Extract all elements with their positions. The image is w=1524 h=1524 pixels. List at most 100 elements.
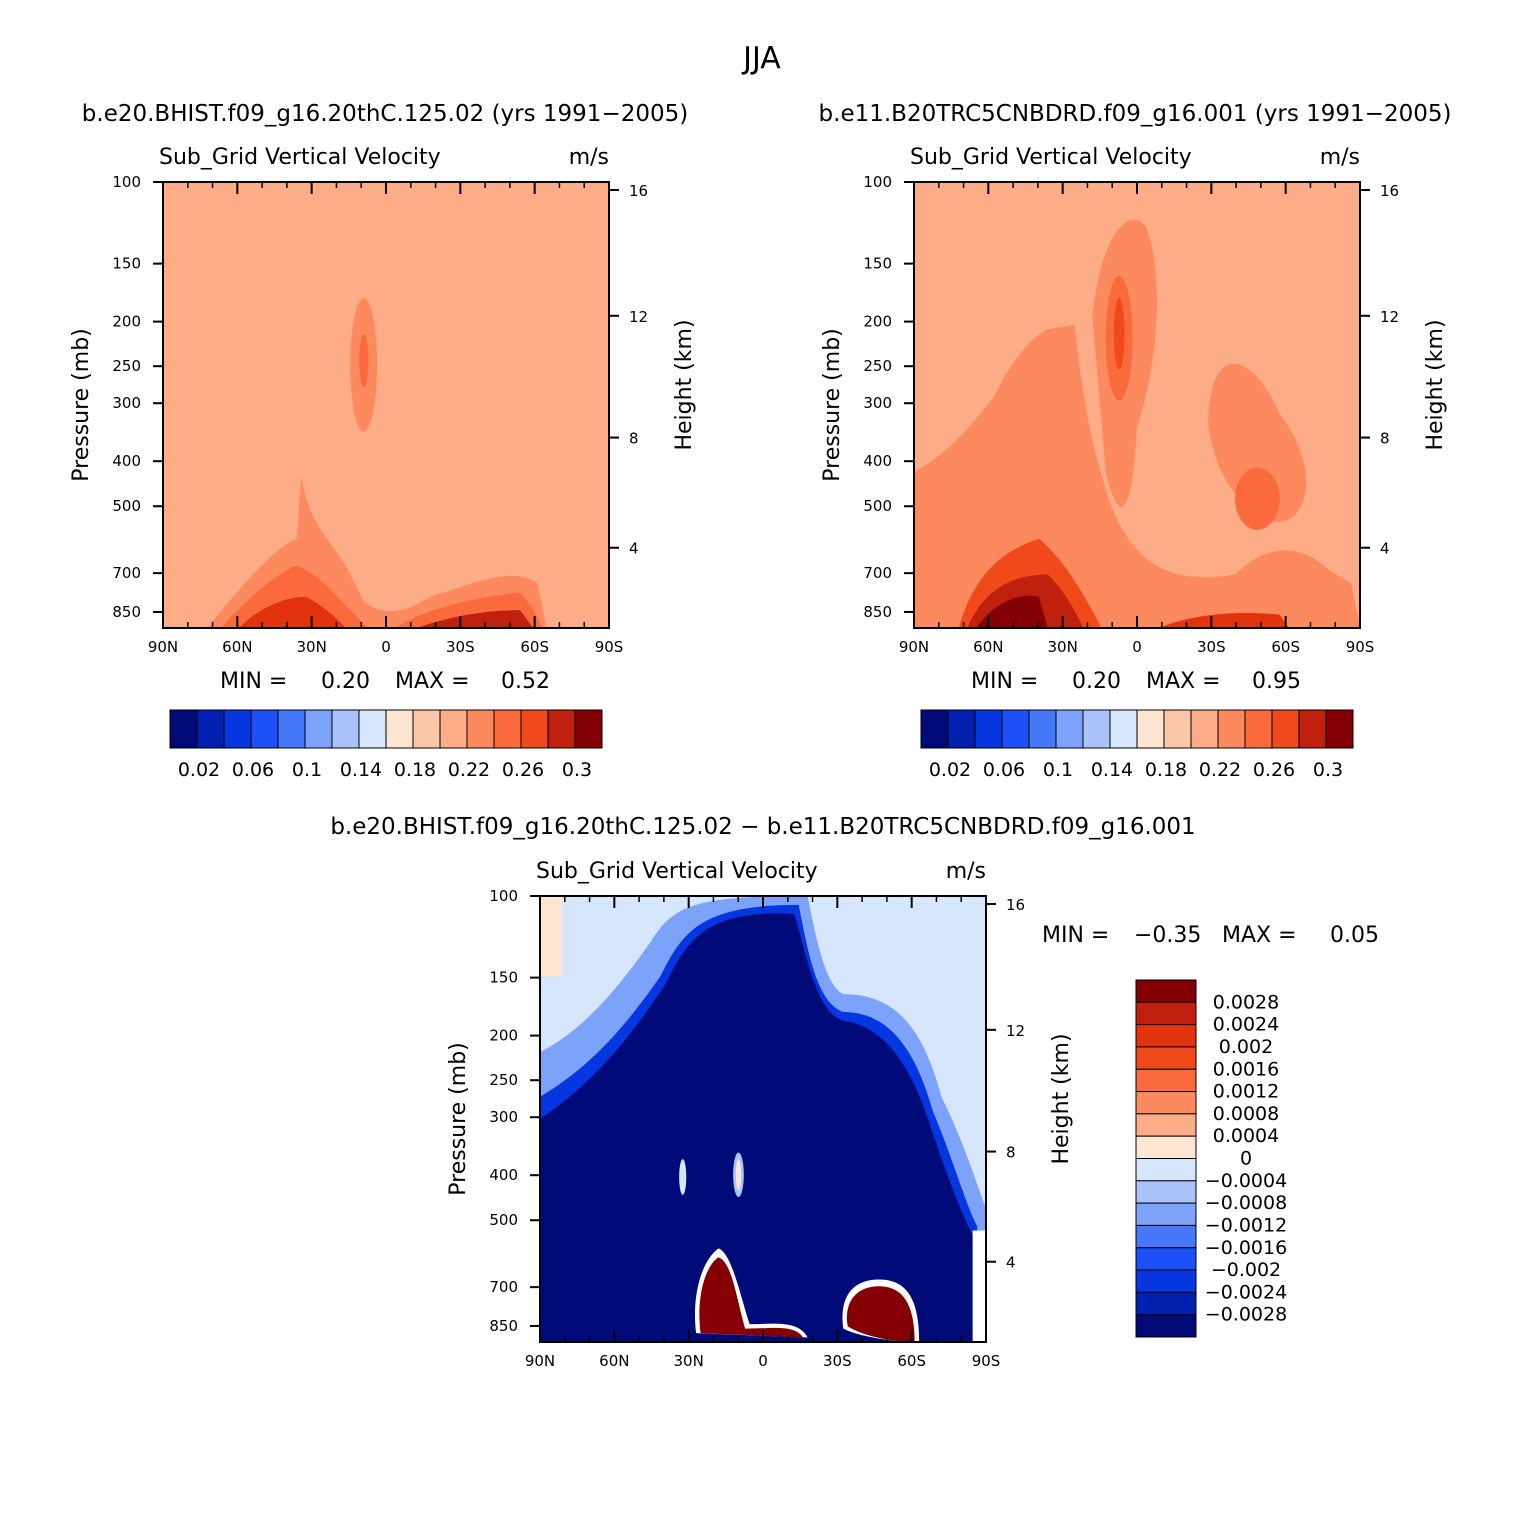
contour-fill-level bbox=[679, 1159, 687, 1195]
y2-tick-label: 12 bbox=[1380, 308, 1399, 326]
y2-tick-label: 8 bbox=[1006, 1144, 1016, 1162]
colorbar-box bbox=[1135, 1024, 1197, 1048]
colorbar-box bbox=[277, 709, 306, 749]
colorbar-box bbox=[547, 709, 576, 749]
x-tick-label: 30S bbox=[823, 1352, 852, 1370]
y2-tick-label: 16 bbox=[1006, 896, 1025, 914]
colorbar-box bbox=[947, 709, 976, 749]
colorbar-label: 0.0012 bbox=[1213, 1081, 1279, 1103]
colorbar-box bbox=[1135, 1180, 1197, 1204]
colorbar-box bbox=[1136, 709, 1165, 749]
contour-fill-level bbox=[735, 1159, 742, 1191]
colorbar-label: 0.18 bbox=[1145, 759, 1187, 781]
colorbar-label: −0.0008 bbox=[1205, 1192, 1287, 1214]
y-tick-label: 250 bbox=[489, 1071, 518, 1089]
contour-field bbox=[914, 182, 1360, 628]
colorbar-label: 0.02 bbox=[929, 759, 971, 781]
max-value: 0.05 bbox=[1330, 923, 1379, 948]
colorbar-label: 0.26 bbox=[502, 759, 544, 781]
colorbar-box bbox=[1190, 709, 1219, 749]
contour-fill-level bbox=[846, 1286, 915, 1342]
panels: b.e20.BHIST.f09_g16.20thC.125.02 (yrs 19… bbox=[69, 101, 1451, 1370]
colorbar-label: −0.002 bbox=[1211, 1259, 1281, 1281]
min-value: 0.20 bbox=[321, 669, 370, 694]
y-tick-label: 700 bbox=[489, 1278, 518, 1296]
max-value: 0.95 bbox=[1252, 669, 1301, 694]
figure-title: JJA bbox=[741, 41, 781, 76]
max-label: MAX = bbox=[395, 669, 470, 694]
contour-fill-level bbox=[1208, 363, 1307, 522]
colorbar-box bbox=[1135, 1001, 1197, 1026]
colorbar-label: 0.1 bbox=[292, 759, 322, 781]
y-tick-label: 400 bbox=[863, 452, 892, 470]
variable-label: Sub_Grid Vertical Velocity bbox=[536, 859, 818, 884]
y-tick-label: 100 bbox=[112, 173, 141, 191]
colorbar-label: 0.18 bbox=[394, 759, 436, 781]
colorbar-box bbox=[493, 709, 522, 749]
x-tick-label: 30S bbox=[1197, 638, 1226, 656]
colorbar-box bbox=[1325, 709, 1354, 749]
colorbar-label: 0 bbox=[1240, 1148, 1252, 1170]
x-tick-label: 30N bbox=[1048, 638, 1078, 656]
colorbar-label: −0.0012 bbox=[1205, 1214, 1287, 1236]
panel-top-left: b.e20.BHIST.f09_g16.20thC.125.02 (yrs 19… bbox=[69, 101, 697, 694]
y-tick-label: 500 bbox=[863, 497, 892, 515]
y-axis-label: Pressure (mb) bbox=[69, 328, 94, 482]
colorbar: 0.02 0.06 0.1 0.14 0.18 0.22 0.26 0.3 bbox=[169, 709, 603, 781]
colorbar-box bbox=[169, 709, 198, 749]
y2-axis-label: Height (km) bbox=[672, 319, 697, 450]
y2-tick-label: 16 bbox=[629, 182, 648, 200]
y-tick-label: 150 bbox=[863, 255, 892, 273]
contour-fill-level bbox=[359, 333, 369, 388]
panel-top-right: b.e11.B20TRC5CNBDRD.f09_g16.001 (yrs 199… bbox=[819, 101, 1452, 694]
colorbar-label: 0.02 bbox=[178, 759, 220, 781]
colorbar: 0.00280.00240.0020.00160.00120.00080.000… bbox=[1135, 979, 1287, 1338]
colorbar-box bbox=[1135, 1046, 1197, 1070]
colorbar-label: −0.0024 bbox=[1205, 1281, 1287, 1303]
y-tick-label: 700 bbox=[863, 564, 892, 582]
panel-title: b.e20.BHIST.f09_g16.20thC.125.02 (yrs 19… bbox=[82, 101, 688, 127]
y-tick-label: 200 bbox=[112, 313, 141, 331]
contour-fill-level bbox=[220, 565, 369, 628]
y2-tick-label: 8 bbox=[1380, 430, 1390, 448]
x-tick-label: 60N bbox=[599, 1352, 629, 1370]
y-axis-label: Pressure (mb) bbox=[446, 1042, 471, 1196]
colorbar-box bbox=[1135, 1314, 1197, 1338]
colorbar-box bbox=[1135, 1291, 1197, 1316]
x-tick-label: 90S bbox=[1346, 638, 1375, 656]
y2-tick-label: 12 bbox=[629, 308, 648, 326]
colorbar-box bbox=[412, 709, 441, 749]
colorbar-box bbox=[1135, 1247, 1197, 1271]
contour-fill-level bbox=[972, 1230, 986, 1342]
colorbar-label: 0.002 bbox=[1219, 1036, 1273, 1058]
y-tick-label: 850 bbox=[863, 603, 892, 621]
contour-fill-level bbox=[1159, 612, 1289, 628]
x-tick-label: 60S bbox=[520, 638, 549, 656]
colorbar-box bbox=[1163, 709, 1192, 749]
x-tick-label: 90N bbox=[899, 638, 929, 656]
contour-fill-background bbox=[163, 182, 609, 628]
colorbar-box bbox=[358, 709, 387, 749]
min-label: MIN = bbox=[1042, 923, 1109, 948]
colorbar-box bbox=[1135, 1202, 1197, 1226]
y2-tick-label: 8 bbox=[629, 430, 639, 448]
y2-tick-label: 12 bbox=[1006, 1022, 1025, 1040]
x-tick-label: 0 bbox=[758, 1352, 768, 1370]
min-value: −0.35 bbox=[1134, 923, 1201, 948]
y-axis-label: Pressure (mb) bbox=[820, 328, 845, 482]
colorbar-label: 0.22 bbox=[1199, 759, 1241, 781]
contour-field bbox=[540, 896, 986, 1342]
colorbar-box bbox=[1135, 979, 1197, 1003]
colorbar: 0.02 0.06 0.1 0.14 0.18 0.22 0.26 0.3 bbox=[920, 709, 1354, 781]
x-tick-label: 90S bbox=[595, 638, 624, 656]
units-label: m/s bbox=[946, 859, 986, 884]
colorbar-label: 0.3 bbox=[562, 759, 592, 781]
colorbar-box bbox=[574, 709, 603, 749]
y-tick-label: 200 bbox=[489, 1027, 518, 1045]
y2-tick-label: 4 bbox=[629, 540, 639, 558]
min-label: MIN = bbox=[971, 669, 1038, 694]
min-value: 0.20 bbox=[1072, 669, 1121, 694]
y-tick-label: 300 bbox=[489, 1108, 518, 1126]
colorbar-box bbox=[1135, 1224, 1197, 1249]
